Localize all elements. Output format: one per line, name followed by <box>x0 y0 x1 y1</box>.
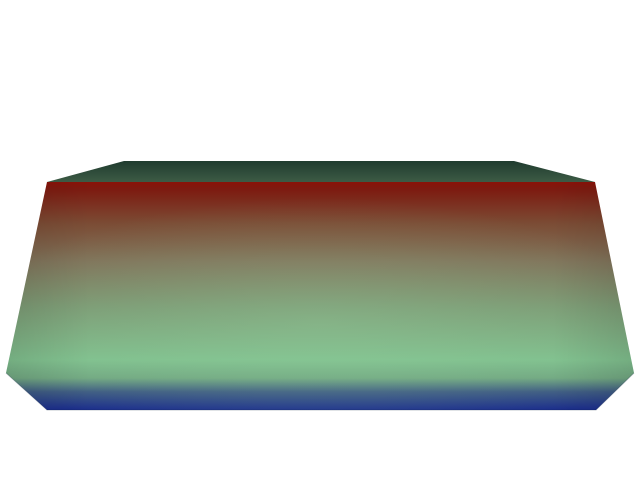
slab-bottom-edge <box>5 372 635 411</box>
slab-right-facet-shade <box>552 182 634 410</box>
slab-object[interactable] <box>5 161 635 411</box>
slab-center-highlight <box>6 182 634 410</box>
slab-top-face <box>47 161 595 182</box>
slab-left-facet-shade <box>6 182 90 410</box>
